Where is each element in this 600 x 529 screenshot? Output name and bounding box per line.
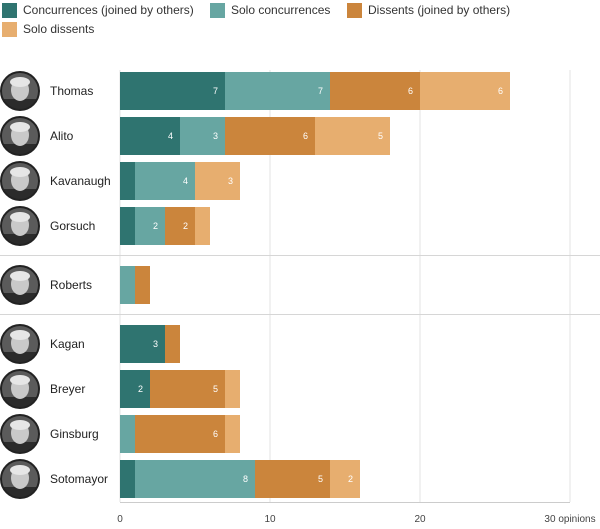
x-tick-label: 30 opinions [544, 514, 595, 525]
avatar [0, 116, 40, 156]
justice-name: Thomas [50, 84, 93, 98]
bar-segment-label: 3 [213, 131, 218, 141]
justice-row: Sotomayor [0, 459, 108, 499]
bar-segment [120, 117, 180, 155]
bar-segment-label: 7 [213, 86, 218, 96]
bar-segment [120, 370, 150, 408]
avatar [0, 324, 40, 364]
legend-item-solo-dissents: Solo dissents [2, 20, 94, 38]
bar-segment [120, 162, 135, 200]
group-separators [0, 255, 600, 315]
legend-label: Solo dissents [23, 22, 95, 36]
bar-segment [135, 266, 150, 304]
bar-segment-label: 6 [213, 429, 218, 439]
bar-segment [150, 370, 225, 408]
x-axis: 0 10 20 30 opinions [117, 502, 596, 525]
bar-segment [120, 266, 135, 304]
bar-segment-label: 6 [408, 86, 413, 96]
bar-segment [330, 72, 420, 110]
bar-segment-label: 4 [168, 131, 173, 141]
avatar [0, 459, 40, 499]
bar-segment-label: 4 [183, 176, 188, 186]
bar-segment [315, 117, 390, 155]
bar-segment [120, 207, 135, 245]
bar-segment-label: 8 [243, 474, 248, 484]
avatar [0, 414, 40, 454]
justice-name: Kagan [50, 337, 85, 351]
justice-name: Alito [50, 129, 74, 143]
bar-segment [225, 415, 240, 453]
justice-row: Gorsuch [0, 206, 95, 246]
justice-row: Kavanaugh [0, 161, 111, 201]
bar-segment [225, 117, 315, 155]
avatar [0, 161, 40, 201]
bar-segment [330, 460, 360, 498]
avatar [0, 206, 40, 246]
bar-segment [120, 415, 135, 453]
bar-segment [420, 72, 510, 110]
bar-segment-label: 2 [348, 474, 353, 484]
bar-segment [225, 72, 330, 110]
bar-segment-label: 5 [318, 474, 323, 484]
justice-row: Roberts [0, 265, 92, 305]
justice-row: Breyer [0, 369, 85, 409]
x-tick-label: 10 [264, 514, 276, 525]
justice-row: Kagan [0, 324, 85, 364]
bar-segment-label: 5 [378, 131, 383, 141]
bar-segment-label: 3 [153, 339, 158, 349]
legend-item-concurrences-joined: Concurrences (joined by others) [2, 1, 194, 19]
bar-segment [165, 207, 195, 245]
x-tick-label: 20 [414, 514, 426, 525]
legend-item-solo-concurrences: Solo concurrences [210, 1, 330, 19]
bar-segment-label: 2 [183, 221, 188, 231]
bar-segment [195, 162, 240, 200]
legend-label: Solo concurrences [231, 3, 331, 17]
bar-segment-label: 6 [303, 131, 308, 141]
bar-segment [120, 72, 225, 110]
bar-segment [135, 207, 165, 245]
bar-segment-label: 2 [138, 384, 143, 394]
legend-label: Concurrences (joined by others) [23, 3, 194, 17]
justice-name: Ginsburg [50, 427, 99, 441]
justice-name: Breyer [50, 382, 85, 396]
bar-segment-label: 7 [318, 86, 323, 96]
bar-segment [120, 460, 135, 498]
justice-row: Ginsburg [0, 414, 99, 454]
bar-segment [180, 117, 225, 155]
bar-segment [135, 460, 255, 498]
bar-segment [135, 162, 195, 200]
legend-label: Dissents (joined by others) [368, 3, 511, 17]
bar-segment [225, 370, 240, 408]
bar-segment [165, 325, 180, 363]
bar-segment [255, 460, 330, 498]
bar-segment-label: 3 [228, 176, 233, 186]
justice-name: Sotomayor [50, 472, 108, 486]
justice-rows: Thomas Alito Kavanaugh Gorsuch Roberts Kagan B… [0, 71, 111, 499]
legend-swatch [2, 2, 17, 18]
bars: 7 7 6 6 4 3 6 5 4 3 2 2 3 2 5 6 8 5 2 [120, 72, 510, 498]
legend-swatch [2, 21, 17, 37]
justice-name: Kavanaugh [50, 174, 111, 188]
bar-segment [120, 325, 165, 363]
bar-segment [195, 207, 210, 245]
bar-segment-label: 5 [213, 384, 218, 394]
avatar [0, 71, 40, 111]
bar-segment-label: 6 [498, 86, 503, 96]
chart-legend: Concurrences (joined by others) Solo con… [0, 0, 600, 40]
x-tick-label: 0 [117, 514, 123, 525]
bar-segment [135, 415, 225, 453]
justice-row: Alito [0, 116, 74, 156]
avatar [0, 265, 40, 305]
legend-swatch [347, 2, 362, 18]
legend-swatch [210, 2, 225, 18]
avatar [0, 369, 40, 409]
justice-name: Roberts [50, 278, 92, 292]
justice-name: Gorsuch [50, 219, 95, 233]
justice-row: Thomas [0, 71, 93, 111]
bar-segment-label: 2 [153, 221, 158, 231]
legend-item-dissents-joined: Dissents (joined by others) [347, 1, 510, 19]
